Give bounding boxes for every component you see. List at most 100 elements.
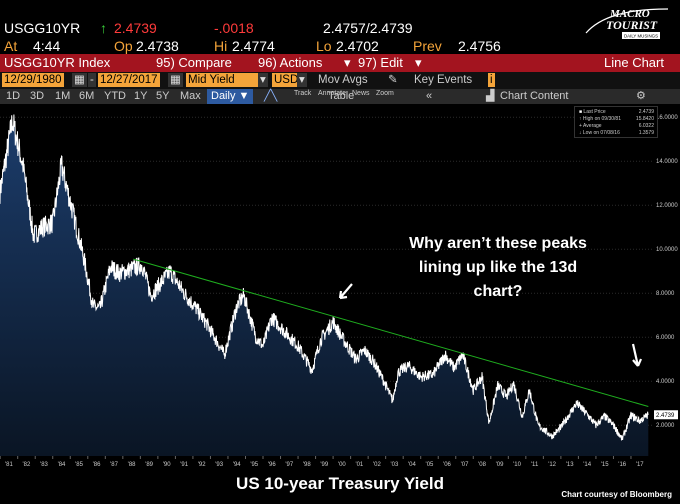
x-tick-label: '88	[128, 462, 136, 468]
x-tick-label: '14	[583, 462, 591, 468]
x-tick-label: '03	[391, 462, 399, 468]
trend-line	[133, 258, 649, 407]
logo-line3: DAILY MUSINGS	[624, 34, 658, 39]
x-tick-label: '07	[461, 462, 469, 468]
yield-line	[0, 114, 649, 441]
chevron-down-icon[interactable]: ▾	[344, 55, 351, 70]
bid-ask: 2.4757/2.4739	[323, 20, 413, 36]
chart-annotation: Why aren’t these peaks lining up like th…	[409, 235, 587, 300]
range-1y[interactable]: 1Y	[134, 90, 148, 102]
arrow-annotation-2017	[631, 343, 643, 367]
legend-high-label: ↑ High on 09/30/81	[579, 116, 621, 122]
chevron-down-icon[interactable]: ▾	[258, 73, 268, 87]
chevron-down-icon[interactable]: ▾	[415, 55, 422, 70]
net-change: -.0018	[214, 20, 254, 36]
x-tick-label: '05	[426, 462, 434, 468]
range-max[interactable]: Max	[180, 90, 201, 102]
x-tick-label: '08	[478, 462, 486, 468]
open-value: 2.4738	[136, 38, 179, 54]
arrow-annotation-1999	[338, 283, 353, 300]
legend-high-value: 15.8420	[635, 116, 654, 122]
x-tick-label: '11	[531, 462, 539, 468]
open-label: Op	[114, 38, 133, 54]
x-tick-label: '17	[636, 462, 644, 468]
y-tick-label: 8.0000	[656, 291, 675, 297]
x-tick-label: '86	[93, 462, 101, 468]
last-price: 2.4739	[114, 20, 157, 36]
chart-toolbar: 1D 3D 1M 6M YTD 1Y 5Y Max Daily ▼ ╱╲ Tra…	[0, 89, 680, 104]
y-tick-label: 4.0000	[656, 379, 675, 385]
x-tick-label: '10	[513, 462, 521, 468]
line-chart-icon[interactable]: ╱╲	[264, 90, 278, 102]
x-tick-label: '15	[601, 462, 609, 468]
collapse-icon[interactable]: «	[426, 90, 433, 102]
last-value-marker: 2.4739	[654, 410, 678, 420]
range-3d[interactable]: 3D	[30, 90, 45, 102]
x-tick-label: '84	[58, 462, 66, 468]
chart-legend: ■ Last Price 2.4739 ↑ High on 09/30/81 1…	[574, 106, 658, 138]
news-tool[interactable]: News	[352, 90, 370, 97]
legend-low-value: 1.3579	[638, 130, 654, 136]
x-tick-label: '13	[566, 462, 574, 468]
range-ytd[interactable]: YTD	[104, 90, 126, 102]
start-date-field[interactable]: 12/29/1980	[2, 73, 64, 87]
table-button[interactable]: Table	[328, 90, 355, 102]
track-tool[interactable]: Track	[294, 90, 312, 97]
pencil-icon[interactable]: ✎	[388, 74, 398, 86]
info-icon[interactable]: i	[488, 73, 495, 87]
x-tick-label: '95	[250, 462, 258, 468]
field-select[interactable]: Mid Yield	[186, 73, 260, 87]
calendar-icon[interactable]: ▦	[168, 73, 183, 87]
x-tick-label: '16	[618, 462, 626, 468]
y-tick-label: 12.0000	[656, 203, 678, 209]
high-value: 2.4774	[232, 38, 275, 54]
actions-menu[interactable]: 96) Actions	[258, 55, 323, 70]
high-label: Hi	[214, 38, 228, 54]
x-tick-label: '96	[268, 462, 276, 468]
x-tick-label: '02	[373, 462, 381, 468]
yield-chart: 2.0000 4.0000 6.0000 8.0000 10.0000 12.0000 14…	[0, 104, 678, 468]
low-label: Lo	[316, 38, 332, 54]
chart-content-button[interactable]: Chart Content	[500, 90, 569, 102]
y-tick-label: 16.0000	[656, 115, 678, 121]
currency-select[interactable]: USD	[272, 73, 299, 87]
x-tick-label: '89	[145, 462, 153, 468]
zoom-tool[interactable]: Zoom	[376, 90, 394, 97]
gear-icon[interactable]: ⚙	[636, 90, 646, 102]
range-6m[interactable]: 6M	[79, 90, 95, 102]
prev-label: Prev	[413, 38, 442, 54]
mov-avgs-toggle[interactable]: Mov Avgs	[318, 74, 368, 86]
x-tick-label: '90	[163, 462, 171, 468]
x-tick-label: '01	[355, 462, 363, 468]
quote-time: 4:44	[33, 38, 61, 54]
end-date-field[interactable]: 12/27/2017	[98, 73, 160, 87]
x-tick-label: '04	[408, 462, 416, 468]
x-tick-label: '99	[320, 462, 328, 468]
x-tick-label: '06	[443, 462, 451, 468]
x-tick-label: '91	[180, 462, 188, 468]
x-tick-label: '82	[23, 462, 31, 468]
x-tick-label: '93	[215, 462, 223, 468]
last-value-label: 2.4739	[656, 413, 675, 419]
x-tick-label: '94	[233, 462, 241, 468]
up-arrow-icon: ↑	[100, 20, 107, 36]
x-tick-label: '92	[198, 462, 206, 468]
yield-area	[0, 114, 649, 456]
range-1d[interactable]: 1D	[6, 90, 21, 102]
chevron-down-icon[interactable]: ▾	[297, 73, 307, 87]
legend-average-label: + Average	[579, 123, 602, 129]
annotate-tool[interactable]: Annotate	[318, 90, 347, 97]
legend-low-label: ↓ Low on 07/08/16	[579, 130, 620, 136]
compare-menu[interactable]: 95) Compare	[156, 55, 232, 70]
x-tick-label: '09	[496, 462, 504, 468]
ticker: USGG10YR	[4, 20, 81, 36]
key-events-toggle[interactable]: Key Events	[414, 74, 473, 86]
logo-line2: TOURIST	[606, 18, 658, 32]
macro-tourist-logo: MACRO TOURIST DAILY MUSINGS	[585, 8, 669, 39]
range-1m[interactable]: 1M	[55, 90, 71, 102]
edit-menu[interactable]: 97) Edit	[358, 55, 403, 70]
function-bar: USGG10YR Index 95) Compare 96) Actions ▾…	[0, 54, 680, 72]
calendar-icon[interactable]: ▦	[72, 73, 87, 87]
range-5y[interactable]: 5Y	[156, 90, 170, 102]
frequency-select[interactable]: Daily ▼	[207, 89, 254, 104]
